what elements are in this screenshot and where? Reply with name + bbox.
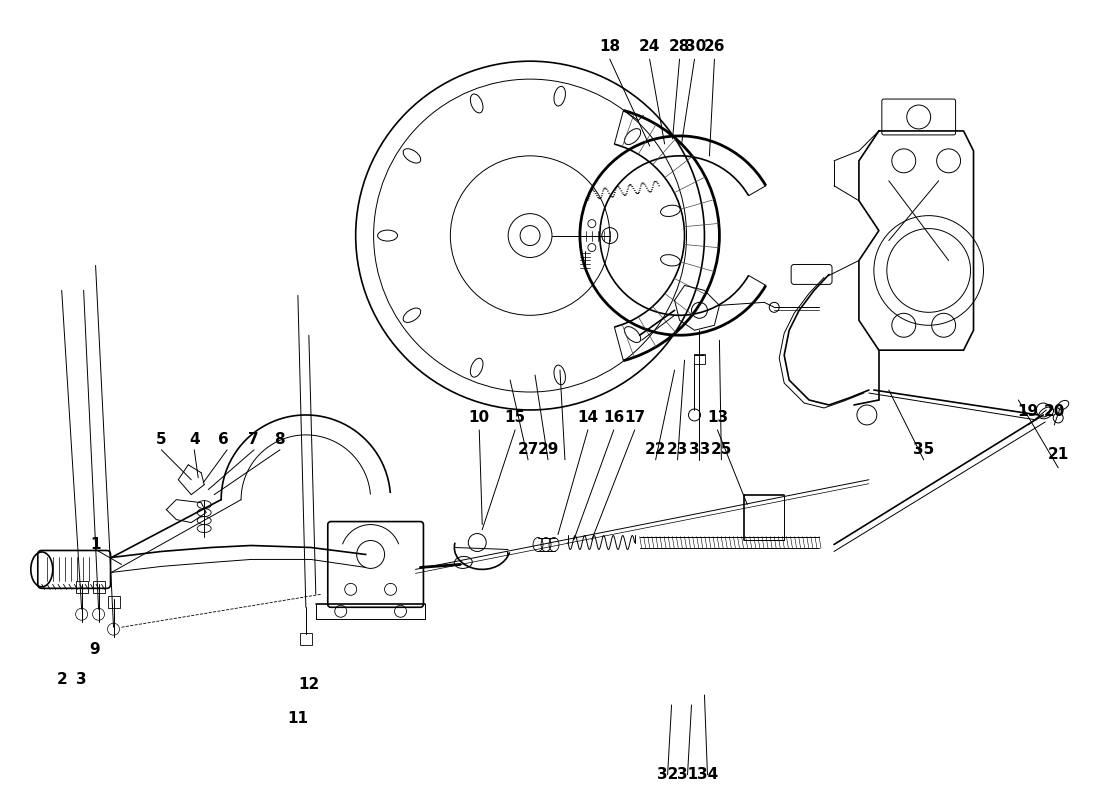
Text: 19: 19 [1018, 405, 1038, 419]
Text: 35: 35 [913, 442, 934, 458]
Text: 2: 2 [56, 671, 67, 686]
Text: 3: 3 [76, 671, 87, 686]
Text: 34: 34 [696, 767, 718, 782]
Text: 24: 24 [639, 38, 660, 54]
Text: 8: 8 [274, 432, 284, 447]
Text: 31: 31 [676, 767, 698, 782]
Text: 32: 32 [657, 767, 679, 782]
Text: 15: 15 [505, 410, 526, 426]
Text: 20: 20 [1044, 405, 1065, 419]
Text: 11: 11 [287, 711, 308, 726]
Text: 16: 16 [603, 410, 625, 426]
Text: 9: 9 [89, 642, 100, 657]
Text: 30: 30 [685, 38, 706, 54]
Text: 14: 14 [578, 410, 598, 426]
Text: 25: 25 [711, 442, 733, 458]
Text: 27: 27 [517, 442, 539, 458]
Text: 29: 29 [537, 442, 559, 458]
Text: 4: 4 [189, 432, 199, 447]
Text: 5: 5 [156, 432, 167, 447]
Text: 7: 7 [248, 432, 258, 447]
Text: 28: 28 [669, 38, 690, 54]
Text: 10: 10 [469, 410, 490, 426]
Circle shape [520, 226, 540, 246]
Text: 33: 33 [689, 442, 711, 458]
Text: 18: 18 [600, 38, 620, 54]
Text: 13: 13 [707, 410, 728, 426]
Text: 22: 22 [645, 442, 667, 458]
Text: 17: 17 [624, 410, 646, 426]
Text: 12: 12 [298, 677, 319, 691]
Text: 21: 21 [1047, 447, 1069, 462]
Text: 6: 6 [218, 432, 229, 447]
Text: 1: 1 [90, 537, 101, 552]
Text: 23: 23 [667, 442, 689, 458]
Text: 26: 26 [704, 38, 725, 54]
